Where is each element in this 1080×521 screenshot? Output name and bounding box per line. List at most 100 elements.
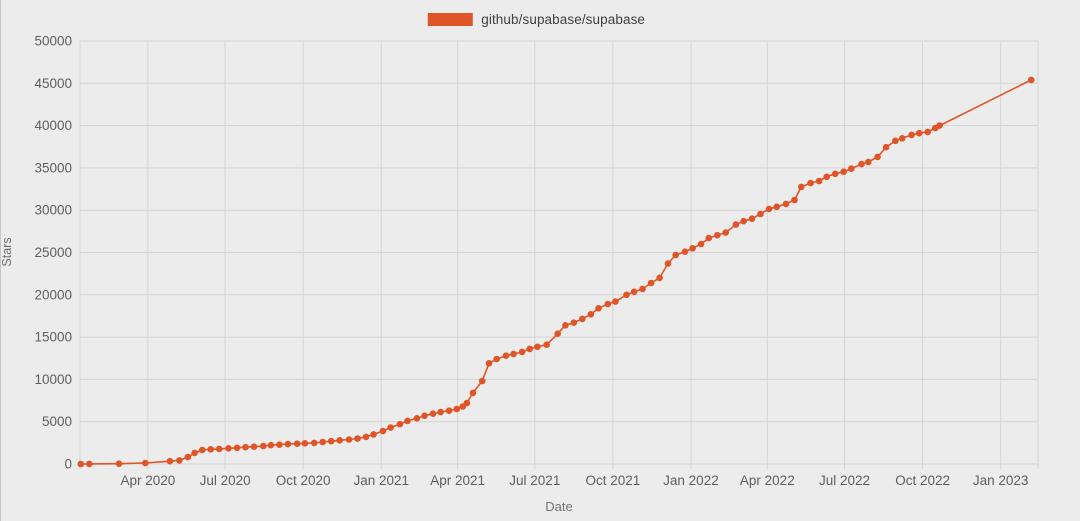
x-tick-label: Apr 2020 bbox=[120, 473, 175, 488]
data-point-marker[interactable] bbox=[463, 399, 471, 407]
data-point-marker[interactable] bbox=[798, 183, 805, 191]
data-point-marker[interactable] bbox=[579, 315, 586, 323]
data-point-marker[interactable] bbox=[293, 440, 301, 448]
data-point-marker[interactable] bbox=[865, 158, 872, 166]
data-point-marker[interactable] bbox=[469, 389, 477, 397]
data-point-marker[interactable] bbox=[142, 459, 149, 467]
data-point-marker[interactable] bbox=[748, 215, 756, 222]
data-point-marker[interactable] bbox=[502, 352, 510, 360]
data-point-marker[interactable] bbox=[485, 360, 493, 367]
data-point-marker[interactable] bbox=[740, 217, 747, 225]
data-point-marker[interactable] bbox=[714, 231, 721, 239]
data-point-marker[interactable] bbox=[310, 439, 318, 447]
data-point-marker[interactable] bbox=[782, 200, 790, 208]
data-point-marker[interactable] bbox=[233, 444, 241, 452]
data-point-marker[interactable] bbox=[336, 437, 344, 444]
data-point-marker[interactable] bbox=[115, 460, 123, 468]
data-point-marker[interactable] bbox=[892, 137, 899, 145]
data-point-marker[interactable] bbox=[848, 165, 855, 172]
data-point-marker[interactable] bbox=[379, 427, 387, 435]
data-point-marker[interactable] bbox=[396, 420, 404, 428]
data-point-marker[interactable] bbox=[840, 168, 847, 175]
data-point-marker[interactable] bbox=[445, 407, 453, 415]
data-point-marker[interactable] bbox=[413, 415, 421, 422]
data-point-marker[interactable] bbox=[705, 234, 713, 242]
data-point-marker[interactable] bbox=[722, 229, 729, 236]
data-point-marker[interactable] bbox=[242, 443, 249, 451]
data-point-marker[interactable] bbox=[429, 410, 437, 418]
data-point-marker[interactable] bbox=[319, 438, 327, 446]
data-point-marker[interactable] bbox=[387, 424, 394, 431]
y-tick-label: 0 bbox=[64, 457, 72, 472]
data-point-marker[interactable] bbox=[732, 221, 740, 228]
data-point-marker[interactable] bbox=[1027, 76, 1035, 84]
data-point-marker[interactable] bbox=[554, 330, 561, 338]
data-point-marker[interactable] bbox=[250, 443, 258, 451]
data-point-marker[interactable] bbox=[639, 285, 646, 293]
data-point-marker[interactable] bbox=[924, 128, 931, 136]
data-point-marker[interactable] bbox=[453, 405, 461, 413]
data-point-marker[interactable] bbox=[370, 431, 377, 438]
data-point-marker[interactable] bbox=[672, 251, 679, 259]
data-point-marker[interactable] bbox=[757, 210, 764, 218]
data-point-marker[interactable] bbox=[478, 377, 486, 385]
data-point-marker[interactable] bbox=[595, 305, 602, 312]
data-point-marker[interactable] bbox=[689, 245, 696, 252]
data-point-marker[interactable] bbox=[207, 446, 214, 453]
data-point-marker[interactable] bbox=[543, 341, 550, 349]
data-point-marker[interactable] bbox=[421, 412, 428, 420]
data-point-marker[interactable] bbox=[697, 240, 705, 248]
data-point-marker[interactable] bbox=[284, 440, 292, 448]
data-point-marker[interactable] bbox=[791, 196, 798, 204]
data-point-marker[interactable] bbox=[587, 311, 595, 318]
data-point-marker[interactable] bbox=[647, 279, 655, 287]
data-point-marker[interactable] bbox=[915, 129, 923, 137]
data-point-marker[interactable] bbox=[858, 160, 865, 168]
data-point-marker[interactable] bbox=[882, 143, 890, 151]
data-point-marker[interactable] bbox=[260, 442, 267, 450]
data-point-marker[interactable] bbox=[267, 441, 275, 449]
data-point-marker[interactable] bbox=[534, 343, 541, 351]
data-point-marker[interactable] bbox=[225, 445, 232, 452]
data-point-marker[interactable] bbox=[191, 449, 198, 457]
data-point-marker[interactable] bbox=[404, 417, 411, 425]
data-point-marker[interactable] bbox=[831, 170, 839, 178]
data-point-marker[interactable] bbox=[604, 300, 612, 308]
data-point-marker[interactable] bbox=[936, 122, 943, 129]
data-point-marker[interactable] bbox=[215, 445, 223, 453]
data-point-marker[interactable] bbox=[77, 460, 85, 468]
data-point-marker[interactable] bbox=[526, 345, 533, 353]
data-point-marker[interactable] bbox=[570, 319, 578, 327]
legend-item[interactable]: github/supabase/supabase bbox=[427, 12, 645, 27]
data-point-marker[interactable] bbox=[86, 460, 93, 468]
data-point-marker[interactable] bbox=[630, 288, 638, 296]
data-point-marker[interactable] bbox=[437, 408, 444, 416]
data-point-marker[interactable] bbox=[166, 457, 174, 465]
data-point-marker[interactable] bbox=[908, 131, 915, 139]
data-point-marker[interactable] bbox=[612, 298, 619, 305]
data-point-marker[interactable] bbox=[664, 260, 672, 267]
data-point-marker[interactable] bbox=[681, 248, 689, 255]
data-point-marker[interactable] bbox=[656, 274, 663, 282]
data-point-marker[interactable] bbox=[493, 355, 500, 363]
data-point-marker[interactable] bbox=[623, 291, 630, 299]
data-point-marker[interactable] bbox=[354, 435, 361, 442]
data-point-marker[interactable] bbox=[327, 437, 335, 445]
data-point-marker[interactable] bbox=[518, 348, 526, 356]
data-point-marker[interactable] bbox=[345, 436, 353, 443]
data-point-marker[interactable] bbox=[362, 433, 370, 441]
data-point-marker[interactable] bbox=[510, 350, 517, 358]
data-point-marker[interactable] bbox=[874, 153, 881, 161]
data-point-marker[interactable] bbox=[823, 173, 830, 181]
data-point-marker[interactable] bbox=[773, 203, 780, 211]
data-point-marker[interactable] bbox=[276, 441, 283, 449]
data-point-marker[interactable] bbox=[301, 440, 309, 447]
data-point-marker[interactable] bbox=[176, 457, 183, 464]
data-point-marker[interactable] bbox=[815, 177, 823, 185]
data-point-marker[interactable] bbox=[765, 205, 773, 213]
data-point-marker[interactable] bbox=[898, 135, 906, 142]
data-point-marker[interactable] bbox=[184, 453, 192, 461]
data-point-marker[interactable] bbox=[807, 179, 814, 187]
data-point-marker[interactable] bbox=[562, 322, 569, 329]
data-point-marker[interactable] bbox=[198, 446, 206, 454]
